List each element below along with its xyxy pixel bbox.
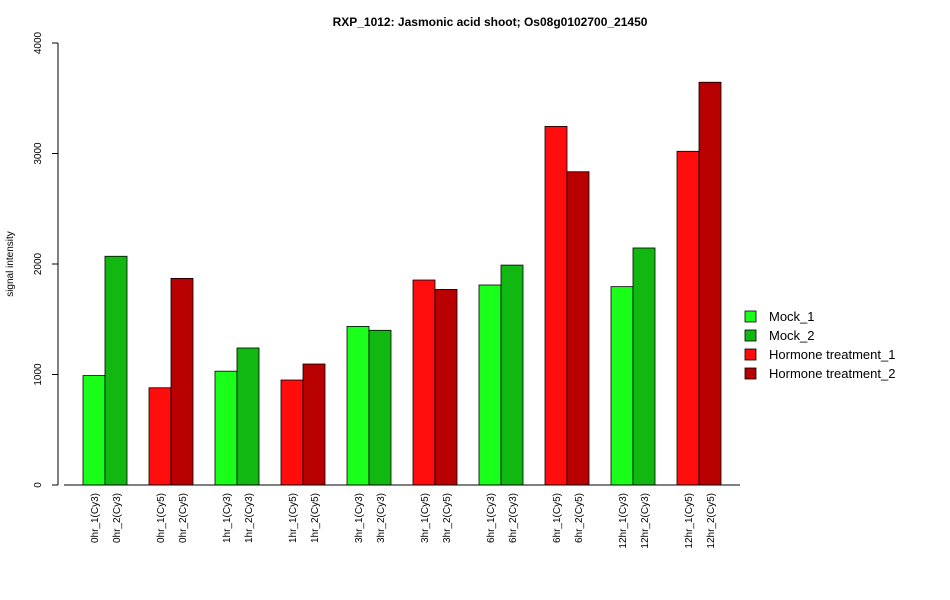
bar xyxy=(632,247,656,486)
chart-title: RXP_1012: Jasmonic acid shoot; Os08g0102… xyxy=(333,15,648,29)
bar xyxy=(566,171,590,486)
legend-label: Mock_2 xyxy=(769,328,815,343)
x-tick-label: 3hr_1(Cy3) xyxy=(354,493,365,543)
bar xyxy=(544,126,568,486)
x-tick-labels: 0hr_1(Cy3) 0hr_2(Cy3) 0hr_1(Cy5) 0hr_2(Cy5)… xyxy=(90,493,717,549)
bar xyxy=(698,81,722,486)
bars-group xyxy=(82,81,722,486)
y-tick-label: 1000 xyxy=(33,363,44,386)
legend-swatch xyxy=(744,367,757,380)
x-tick-label: 0hr_1(Cy3) xyxy=(90,493,101,543)
y-axis-label: signal intensity xyxy=(5,231,16,297)
bar xyxy=(170,277,194,486)
y-axis: 0 1000 2000 3000 4000 xyxy=(33,31,59,488)
x-tick-label: 12hr_1(Cy5) xyxy=(684,493,695,549)
y-tick-label: 4000 xyxy=(33,31,44,54)
legend-label: Hormone treatment_2 xyxy=(769,366,895,381)
y-tick-label: 3000 xyxy=(33,142,44,165)
bar xyxy=(82,375,106,486)
x-tick-label: 1hr_2(Cy5) xyxy=(310,493,321,543)
x-tick-label: 12hr_1(Cy3) xyxy=(618,493,629,549)
bar xyxy=(280,379,304,486)
legend-swatch xyxy=(744,348,757,361)
x-tick-label: 1hr_2(Cy3) xyxy=(244,493,255,543)
bar xyxy=(236,347,260,486)
x-tick-label: 3hr_2(Cy3) xyxy=(376,493,387,543)
bar xyxy=(148,387,172,486)
x-tick-label: 6hr_2(Cy3) xyxy=(508,493,519,543)
bar xyxy=(368,329,392,486)
bar xyxy=(214,370,238,486)
bar xyxy=(676,150,700,486)
legend-label: Hormone treatment_1 xyxy=(769,347,895,362)
x-tick-label: 0hr_2(Cy3) xyxy=(112,493,123,543)
bar xyxy=(412,279,436,486)
bar xyxy=(478,284,502,486)
bar xyxy=(302,363,326,486)
x-tick-label: 0hr_2(Cy5) xyxy=(178,493,189,543)
legend-swatch xyxy=(744,310,757,323)
bar xyxy=(346,326,370,486)
y-tick-label: 0 xyxy=(33,482,44,488)
x-tick-label: 0hr_1(Cy5) xyxy=(156,493,167,543)
x-tick-label: 6hr_1(Cy5) xyxy=(552,493,563,543)
bar xyxy=(610,286,634,486)
x-tick-label: 3hr_1(Cy5) xyxy=(420,493,431,543)
x-tick-label: 12hr_2(Cy3) xyxy=(640,493,651,549)
bar xyxy=(434,289,458,486)
x-tick-label: 1hr_1(Cy5) xyxy=(288,493,299,543)
x-tick-label: 6hr_2(Cy5) xyxy=(574,493,585,543)
x-tick-label: 3hr_2(Cy5) xyxy=(442,493,453,543)
bar xyxy=(104,255,128,486)
legend-swatch xyxy=(744,329,757,342)
y-tick-label: 2000 xyxy=(33,252,44,275)
x-tick-label: 12hr_2(Cy5) xyxy=(706,493,717,549)
x-tick-label: 6hr_1(Cy3) xyxy=(486,493,497,543)
legend: Mock_1 Mock_2 Hormone treatment_1 Hormone t… xyxy=(744,309,895,381)
legend-label: Mock_1 xyxy=(769,309,815,324)
x-tick-label: 1hr_1(Cy3) xyxy=(222,493,233,543)
bar xyxy=(500,264,524,486)
